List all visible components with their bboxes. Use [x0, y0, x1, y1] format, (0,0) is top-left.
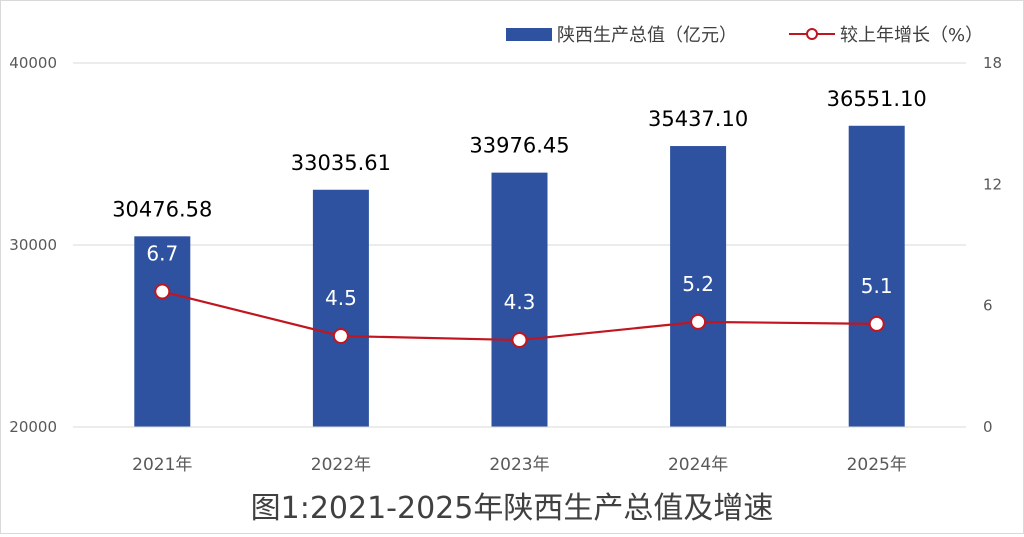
growth-point: [154, 283, 171, 300]
legend-bar-swatch: [506, 28, 552, 41]
right-tick-label: 6: [983, 297, 993, 315]
bar-value-label: 36551.10: [827, 87, 927, 111]
growth-point: [690, 313, 707, 330]
right-axis-ticks: 0 6 12 18: [983, 54, 1002, 436]
right-tick-label: 18: [983, 54, 1002, 72]
growth-point: [511, 332, 528, 349]
growth-value-label: 4.3: [504, 290, 536, 314]
right-tick-label: 0: [983, 418, 993, 436]
x-category-label: 2024年: [668, 455, 728, 475]
x-axis-categories: 2021年 2022年 2023年 2024年 2025年: [132, 455, 907, 475]
bar-series: [134, 125, 905, 427]
growth-point: [868, 315, 885, 332]
legend: 陕西生产总值（亿元） 较上年增长（%）: [506, 25, 983, 46]
left-tick-label: 20000: [9, 418, 57, 436]
legend-line-marker: [806, 28, 818, 40]
bar-value-label: 33976.45: [469, 134, 569, 158]
bar: [134, 236, 191, 427]
bar-value-label: 33035.61: [291, 151, 391, 175]
growth-value-label: 6.7: [146, 242, 178, 266]
bar: [491, 172, 548, 427]
bar: [848, 125, 905, 427]
chart-title: 图1:2021-2025年陕西生产总值及增速: [251, 491, 774, 526]
growth-value-label: 4.5: [325, 286, 357, 310]
x-category-label: 2021年: [132, 455, 192, 475]
bar: [312, 189, 369, 427]
bar-value-labels: 30476.58 33035.61 33976.45 35437.10 36551.10: [112, 87, 927, 222]
x-category-label: 2022年: [311, 455, 371, 475]
left-tick-label: 30000: [9, 236, 57, 254]
bar-value-label: 30476.58: [112, 197, 212, 221]
growth-value-label: 5.2: [682, 272, 714, 296]
legend-bar-label: 陕西生产总值（亿元）: [557, 25, 737, 46]
x-category-label: 2023年: [489, 455, 549, 475]
bar: [670, 146, 727, 427]
legend-line-label: 较上年增长（%）: [840, 25, 983, 46]
line-series: 6.7 4.5 4.3 5.2 5.1: [146, 242, 893, 349]
growth-value-label: 5.1: [861, 274, 893, 298]
bar-value-label: 35437.10: [648, 107, 748, 131]
right-tick-label: 12: [983, 175, 1002, 193]
growth-point: [332, 328, 349, 344]
x-category-label: 2025年: [847, 455, 907, 475]
left-tick-label: 40000: [9, 54, 57, 72]
left-axis-ticks: 20000 30000 40000: [9, 54, 57, 436]
